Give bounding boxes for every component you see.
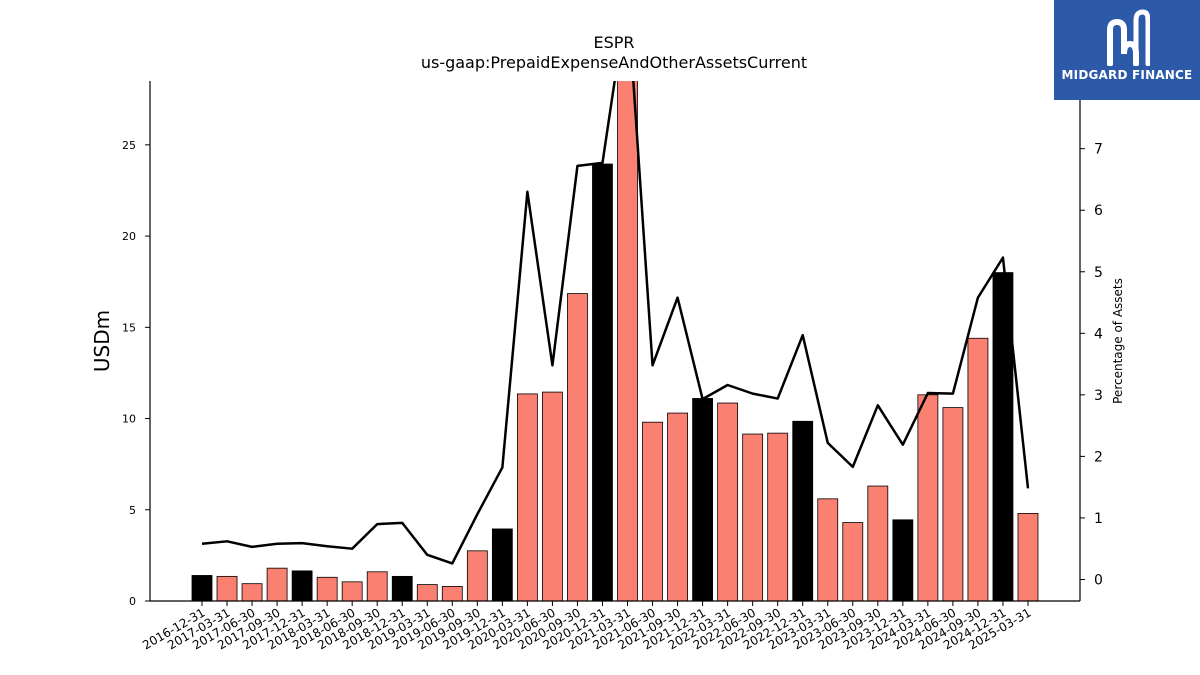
bar xyxy=(1017,513,1039,601)
y-tick-label: 5 xyxy=(129,504,136,517)
y2-tick-label: 2 xyxy=(1094,449,1103,465)
bar xyxy=(592,163,613,601)
y2-tick-label: 1 xyxy=(1094,511,1103,527)
y-tick-label: 0 xyxy=(129,595,136,608)
bar xyxy=(817,498,839,601)
bar xyxy=(567,293,588,601)
y-axis-label: USDm xyxy=(90,310,114,372)
bar xyxy=(191,575,213,601)
bar xyxy=(241,583,263,601)
line-group xyxy=(201,81,1030,565)
y2-tick-label: 3 xyxy=(1094,388,1103,404)
bar xyxy=(491,528,513,601)
bar xyxy=(742,433,764,601)
bar xyxy=(792,420,814,601)
bar xyxy=(717,402,739,601)
midgard-logo-icon xyxy=(1107,9,1150,66)
y2-tick-label: 7 xyxy=(1094,142,1103,158)
bar xyxy=(416,584,438,601)
bar xyxy=(316,576,338,601)
percentage-line xyxy=(201,81,1030,565)
bar xyxy=(266,567,288,601)
axes-group xyxy=(149,81,1081,602)
y2-tick-label: 4 xyxy=(1094,326,1103,342)
brand-logo: MIDGARD FINANCE xyxy=(1054,0,1200,100)
bar xyxy=(391,575,413,601)
bar xyxy=(917,394,939,601)
chart-title: ESPR xyxy=(593,33,634,52)
chart-subtitle: us-gaap:PrepaidExpenseAndOtherAssetsCurr… xyxy=(421,53,807,72)
bar xyxy=(842,522,864,601)
y2-ticks-group: 0 1 2 3 4 5 6 7 xyxy=(1080,142,1103,588)
bar xyxy=(441,586,463,601)
bar xyxy=(366,571,388,601)
bar xyxy=(992,272,1014,601)
bar xyxy=(767,432,789,601)
bar xyxy=(942,407,964,601)
bar xyxy=(617,81,638,601)
y-tick-label: 25 xyxy=(122,139,136,152)
bar xyxy=(291,570,313,601)
y2-tick-label: 6 xyxy=(1094,203,1103,219)
y-tick-label: 10 xyxy=(122,413,136,426)
bar xyxy=(867,485,889,601)
bar xyxy=(667,412,688,601)
bar xyxy=(642,421,663,601)
bar xyxy=(216,575,238,601)
y2-tick-label: 0 xyxy=(1094,572,1103,588)
y-ticks-group: 0 5 10 15 20 25 xyxy=(122,139,150,608)
bar xyxy=(892,519,914,601)
bar xyxy=(341,581,363,601)
bar xyxy=(516,393,538,601)
bars-group xyxy=(191,81,1039,601)
bar xyxy=(466,550,488,601)
x-ticks-group: 2016-12-312017-03-312017-06-302017-09-30… xyxy=(140,601,1033,652)
y-tick-label: 20 xyxy=(122,230,136,243)
bar xyxy=(692,398,713,601)
bar xyxy=(542,391,563,601)
y2-tick-label: 5 xyxy=(1094,265,1103,281)
y2-axis-label: Percentage of Assets xyxy=(1111,278,1125,404)
brand-name: MIDGARD FINANCE xyxy=(1061,68,1193,82)
bar xyxy=(967,337,989,601)
y-tick-label: 15 xyxy=(122,321,136,334)
